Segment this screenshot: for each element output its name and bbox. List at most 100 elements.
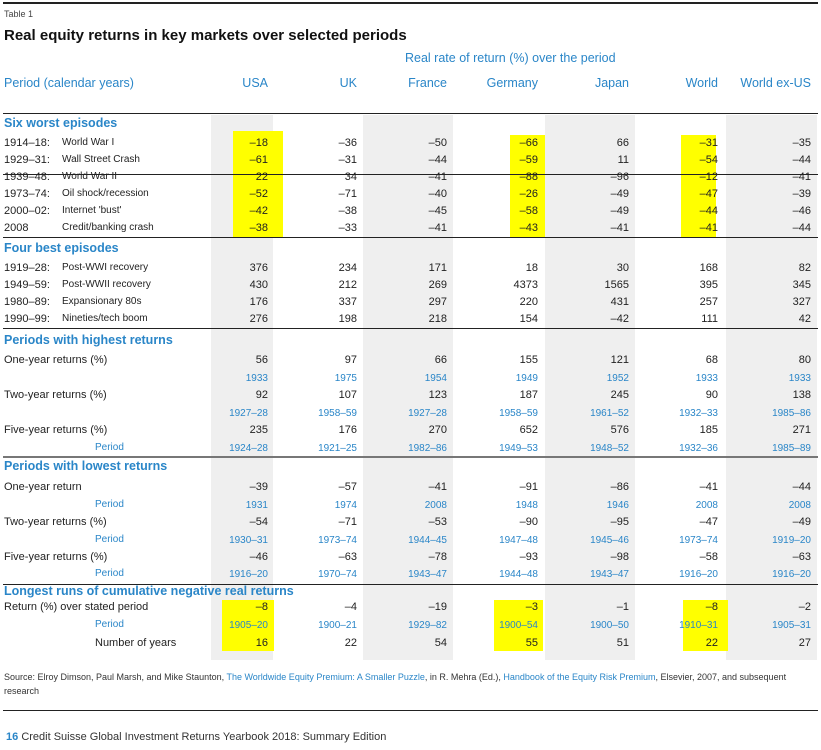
cell-world: 1910–31	[679, 620, 718, 631]
cell-world-ex-us: 27	[798, 637, 811, 649]
cell-usa: –61	[249, 154, 268, 166]
cell-germany: –88	[519, 171, 538, 183]
source-prefix: Source: Elroy Dimson, Paul Marsh, and Mi…	[4, 672, 227, 682]
cell-japan: –42	[610, 313, 629, 325]
cell-usa: –38	[249, 222, 268, 234]
cell-japan: 1945–46	[590, 535, 629, 546]
column-header-usa: USA	[242, 76, 268, 90]
cell-uk: –38	[338, 205, 357, 217]
cell-japan: 576	[610, 424, 629, 436]
cell-uk: 1970–74	[318, 569, 357, 580]
cell-france: 1929–82	[408, 620, 447, 631]
table-label: Table 1	[4, 9, 34, 19]
source-suffix: , Elsevier, 2007, and subsequent researc…	[4, 672, 787, 696]
cell-japan: 121	[610, 354, 629, 366]
cell-usa: –42	[249, 205, 268, 217]
row-period: 1949–59:	[4, 279, 50, 291]
row-period: 2000–02:	[4, 205, 50, 217]
cell-germany: 1947–48	[499, 535, 538, 546]
cell-uk: –36	[338, 137, 357, 149]
cell-uk: –71	[338, 188, 357, 200]
cell-usa: 1930–31	[229, 535, 268, 546]
section-rule	[3, 237, 818, 238]
cell-world: 111	[701, 313, 718, 325]
cell-japan: 11	[617, 154, 629, 166]
cell-japan: –1	[616, 601, 629, 613]
cell-germany: 1949–53	[499, 443, 538, 454]
cell-world-ex-us: –46	[792, 205, 811, 217]
cell-usa: 235	[249, 424, 268, 436]
highlight-usa-worst	[233, 131, 283, 238]
cell-france: 1927–28	[408, 408, 447, 419]
cell-uk: –33	[338, 222, 357, 234]
cell-usa: 376	[249, 262, 268, 274]
cell-germany: 652	[519, 424, 538, 436]
cell-world-ex-us: 1985–86	[772, 408, 811, 419]
cell-world-ex-us: –41	[792, 171, 811, 183]
column-group-header: Real rate of return (%) over the period	[405, 51, 616, 65]
cell-france: 171	[428, 262, 447, 274]
cell-germany: 55	[525, 637, 538, 649]
cell-japan: 1952	[606, 373, 629, 384]
source-link-handbook[interactable]: Handbook of the Equity Risk Premium	[503, 672, 656, 682]
row-label: Internet 'bust'	[62, 205, 122, 216]
cell-world-ex-us: 1905–31	[772, 620, 811, 631]
cell-japan: –49	[610, 205, 629, 217]
cell-usa: 1933	[245, 373, 268, 384]
source-link-paper[interactable]: The Worldwide Equity Premium: A Smaller …	[226, 672, 425, 682]
cell-france: 269	[428, 279, 447, 291]
cell-world: –41	[699, 222, 718, 234]
row-label: Return (%) over stated period	[4, 601, 149, 613]
cell-japan: 30	[616, 262, 629, 274]
cell-usa: 1916–20	[229, 569, 268, 580]
cell-world: 257	[699, 296, 718, 308]
cell-usa: –54	[249, 516, 268, 528]
header-top-rule	[3, 113, 818, 114]
cell-uk: 198	[338, 313, 357, 325]
row-label: Post-WWI recovery	[62, 262, 149, 273]
cell-world-ex-us: –63	[792, 551, 811, 563]
cell-france: –45	[428, 205, 447, 217]
cell-germany: 4373	[513, 279, 538, 291]
highlight-germany-worst	[510, 135, 545, 238]
cell-japan: –96	[610, 171, 629, 183]
cell-world-ex-us: –35	[792, 137, 811, 149]
column-header-uk: UK	[339, 76, 357, 90]
cell-usa: 56	[255, 354, 268, 366]
cell-france: –50	[428, 137, 447, 149]
highlight-usa-longest	[222, 600, 274, 651]
cell-world-ex-us: –44	[792, 154, 811, 166]
cell-uk: 1975	[334, 373, 357, 384]
cell-japan: 431	[610, 296, 629, 308]
cell-world: 68	[705, 354, 718, 366]
cell-usa: –18	[249, 137, 268, 149]
table-title: Real equity returns in key markets over …	[4, 27, 407, 44]
cell-uk: 34	[344, 171, 357, 183]
cell-germany: –90	[519, 516, 538, 528]
cell-germany: 1949	[515, 373, 538, 384]
column-header-germany: Germany	[486, 76, 538, 90]
cell-germany: –91	[519, 481, 538, 493]
cell-world-ex-us: 1985–89	[772, 443, 811, 454]
column-header-period: Period (calendar years)	[4, 76, 134, 90]
row-label: Five-year returns (%)	[4, 424, 108, 436]
cell-uk: 337	[338, 296, 357, 308]
cell-usa: 1931	[245, 500, 268, 511]
row-label: Expansionary 80s	[62, 296, 142, 307]
column-header-japan: Japan	[594, 76, 629, 90]
footer-rule	[3, 710, 818, 711]
section-title: Four best episodes	[4, 241, 119, 255]
cell-world: 1933	[695, 373, 718, 384]
section-rule	[3, 584, 818, 585]
page-footer: 16 Credit Suisse Global Investment Retur…	[6, 731, 386, 743]
cell-world-ex-us: 271	[792, 424, 811, 436]
cell-uk: 1921–25	[318, 443, 357, 454]
cell-japan: 66	[616, 137, 629, 149]
cell-world-ex-us: 80	[798, 354, 811, 366]
cell-world: 1932–33	[679, 408, 718, 419]
cell-japan: 1961–52	[590, 408, 629, 419]
cell-usa: –8	[255, 601, 268, 613]
cell-germany: –93	[519, 551, 538, 563]
cell-germany: –26	[519, 188, 538, 200]
